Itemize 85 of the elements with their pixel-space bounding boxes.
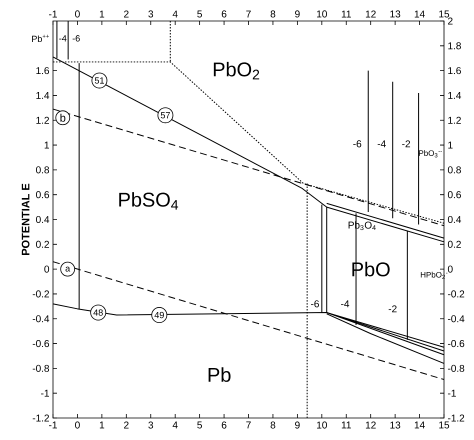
y2-tick-label: -1.2: [448, 414, 464, 422]
x2-tick-label: 10: [317, 10, 327, 18]
annotation: -6: [310, 300, 319, 308]
y-axis-title: POTENTIAL E: [22, 184, 30, 255]
y-tick-label: 1: [44, 142, 49, 148]
x-tick-label: 12: [366, 422, 376, 428]
y2-tick-label: 0: [448, 266, 453, 273]
y2-tick-label: -0.2: [448, 290, 464, 298]
x2-tick-label: 3: [148, 10, 154, 18]
y2-tick-label: -0.4: [448, 315, 464, 322]
x2-tick-label: 11: [342, 10, 351, 18]
x-tick-label: 14: [414, 422, 425, 428]
y-tick-label: 1.2: [36, 116, 49, 124]
x2-tick-label: 5: [197, 10, 202, 18]
y2-tick-label: 1.4: [448, 92, 462, 99]
y-tick-label: -0.8: [32, 364, 50, 372]
annotation: -2: [388, 305, 397, 312]
y2-tick-label: 0.4: [448, 216, 462, 224]
x2-tick-label: 12: [366, 10, 376, 18]
x2-tick-label: 13: [390, 10, 400, 18]
y-tick-label: 0.4: [36, 216, 50, 224]
y-tick-label: -0.4: [32, 315, 50, 322]
x-tick-label: 5: [197, 422, 202, 428]
x-tick-label: 13: [390, 422, 400, 429]
y2-tick-label: 1.8: [448, 42, 461, 50]
y2-tick-label: 2: [448, 18, 453, 24]
annotation: PbO$_{2}$: [214, 62, 260, 80]
x-tick-label: 8: [270, 422, 276, 429]
y2-tick-label: -0.8: [448, 364, 464, 372]
y2-tick-label: 0.8: [448, 166, 461, 174]
x2-tick-label: 1: [100, 10, 104, 18]
x2-tick-label: 8: [270, 10, 276, 18]
x-tick-label: 10: [317, 422, 327, 429]
x-tick-label: 1: [100, 422, 104, 428]
x2-tick-label: 9: [295, 10, 300, 18]
annotation: 49: [154, 312, 164, 318]
x2-tick-label: 14: [414, 10, 425, 18]
x-tick-label: 4: [172, 422, 178, 428]
annotation: a: [66, 266, 70, 272]
annotation: Pb: [208, 367, 231, 382]
annotation: -6: [353, 140, 362, 148]
annotation: -6: [72, 35, 80, 42]
annotation: 57: [160, 112, 170, 118]
x2-tick-label: 2: [124, 10, 129, 18]
annotation: -4: [378, 140, 386, 148]
y2-tick-label: -1: [448, 390, 456, 397]
annotation: -4: [59, 35, 66, 42]
y-tick-label: -1.2: [32, 414, 49, 422]
y-tick-label: -1: [41, 390, 50, 397]
y2-tick-label: 1: [448, 142, 453, 148]
x-tick-label: 7: [246, 422, 251, 428]
x-tick-label: 9: [295, 422, 300, 429]
y2-tick-label: 1.6: [448, 67, 461, 74]
y-tick-label: -0.6: [32, 340, 50, 348]
x2-tick-label: 6: [222, 10, 226, 18]
y-tick-label: 0: [44, 266, 50, 273]
x-tick-label: -1: [49, 422, 57, 428]
y2-tick-label: 0.6: [448, 191, 461, 198]
annotation: -4: [341, 300, 350, 308]
x-tick-label: 6: [222, 422, 226, 429]
y-tick-label: 1.4: [36, 92, 50, 99]
y-tick-label: -0.2: [32, 290, 49, 298]
y-tick-label: 0.8: [36, 166, 50, 174]
x2-tick-label: 15: [439, 10, 450, 18]
y2-tick-label: 1.2: [448, 116, 461, 124]
x-tick-label: 2: [124, 422, 129, 428]
y-tick-label: 0.6: [36, 191, 50, 198]
x2-tick-label: 7: [246, 10, 251, 18]
x-tick-label: 0: [75, 422, 80, 429]
y-tick-label: 1.6: [36, 67, 50, 74]
x-tick-label: 15: [439, 422, 450, 428]
y2-tick-label: 0.2: [448, 240, 461, 248]
annotation: PbSO$_{4}$: [119, 192, 178, 210]
x2-tick-label: -1: [49, 10, 57, 18]
y2-tick-label: -0.6: [448, 340, 464, 348]
annotation: -2: [402, 140, 410, 148]
text: Pb$^{++}$: [32, 34, 50, 42]
annotation: b: [60, 114, 66, 122]
x2-tick-label: 4: [172, 10, 178, 18]
annotation: 51: [94, 77, 104, 84]
x-tick-label: 11: [342, 422, 351, 428]
x-tick-label: 3: [148, 422, 154, 429]
annotation: 48: [93, 309, 103, 316]
y-tick-label: 0.2: [36, 240, 49, 248]
x2-tick-label: 0: [75, 10, 80, 18]
